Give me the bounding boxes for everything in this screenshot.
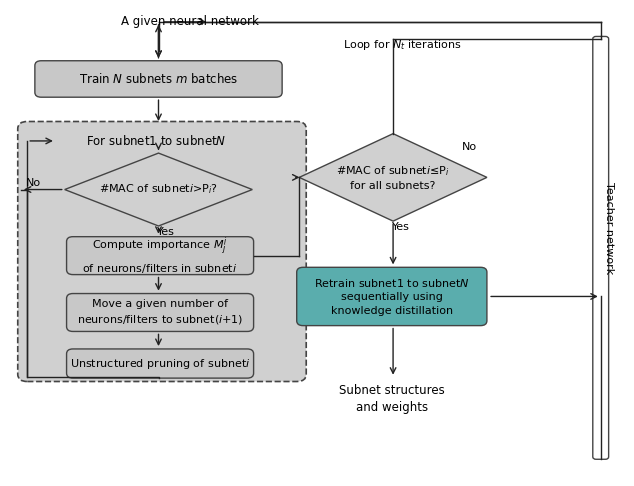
Text: Yes: Yes: [392, 223, 410, 232]
Text: Teacher network: Teacher network: [604, 182, 614, 275]
Text: Retrain subnet$\mathit{1}$ to subnet$N$
sequentially using
knowledge distillatio: Retrain subnet$\mathit{1}$ to subnet$N$ …: [314, 277, 470, 316]
Text: #MAC of subnet$i$≤P$_{i}$
for all subnets?: #MAC of subnet$i$≤P$_{i}$ for all subnet…: [336, 164, 450, 191]
Text: Subnet structures
and weights: Subnet structures and weights: [339, 384, 444, 415]
Text: #MAC of subnet$i$>P$_{i}$?: #MAC of subnet$i$>P$_{i}$?: [99, 183, 218, 196]
FancyBboxPatch shape: [18, 122, 306, 382]
Text: No: No: [25, 178, 41, 188]
FancyBboxPatch shape: [297, 267, 487, 326]
Text: For subnet$\mathit{1}$ to subnet$N$: For subnet$\mathit{1}$ to subnet$N$: [86, 134, 226, 148]
Text: Compute importance $M_j^i$
of neurons/filters in subnet$i$: Compute importance $M_j^i$ of neurons/fi…: [82, 236, 238, 275]
FancyBboxPatch shape: [35, 61, 282, 97]
Text: Yes: Yes: [157, 227, 175, 237]
Text: No: No: [462, 142, 477, 152]
Text: A given neural network: A given neural network: [121, 16, 259, 28]
Text: Move a given number of
neurons/filters to subnet$(i$+$1)$: Move a given number of neurons/filters t…: [77, 299, 243, 326]
FancyBboxPatch shape: [67, 349, 254, 378]
Text: Loop for $N_t$ iterations: Loop for $N_t$ iterations: [343, 38, 462, 52]
Text: Unstructured pruning of subnet$i$: Unstructured pruning of subnet$i$: [70, 357, 250, 370]
FancyBboxPatch shape: [67, 237, 254, 275]
Polygon shape: [299, 134, 487, 221]
Polygon shape: [65, 153, 252, 226]
Text: Train $N$ subnets $m$ batches: Train $N$ subnets $m$ batches: [79, 72, 238, 86]
FancyBboxPatch shape: [67, 294, 254, 331]
